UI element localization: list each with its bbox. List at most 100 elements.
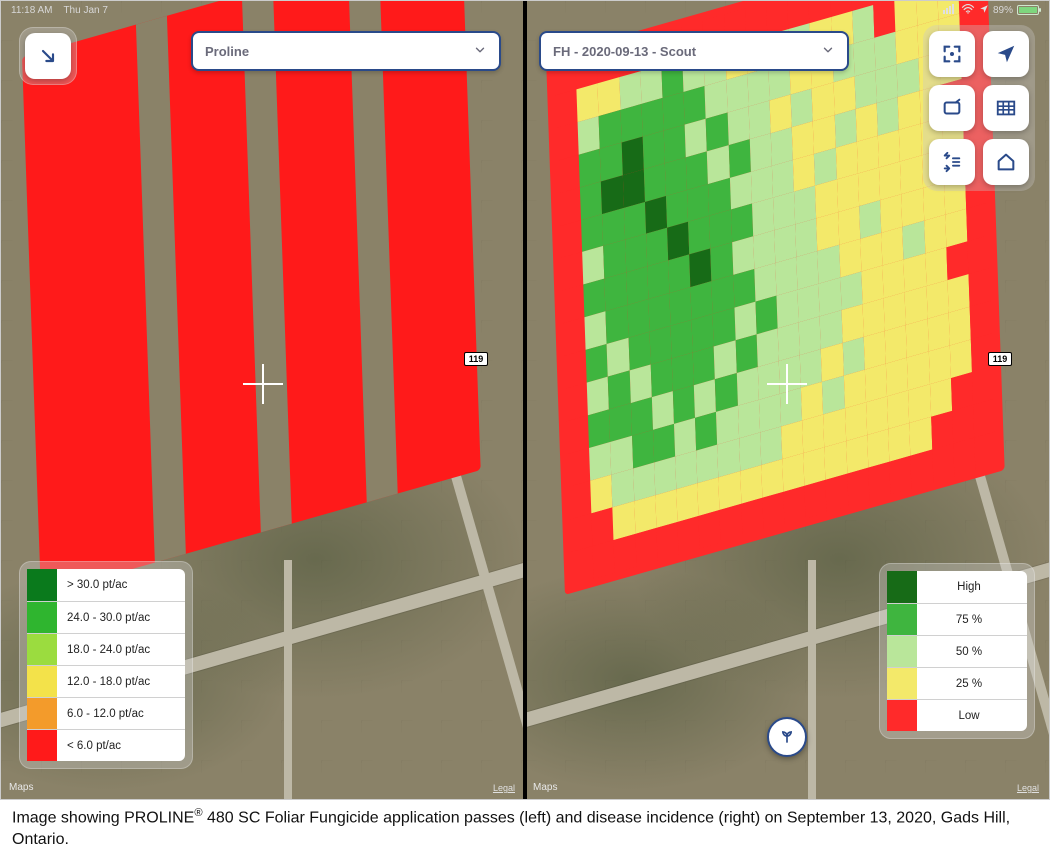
locate-button[interactable] <box>983 31 1029 77</box>
chevron-down-icon <box>473 43 487 60</box>
legal-link[interactable]: Legal <box>1017 783 1039 793</box>
heatmap-cell <box>635 528 657 567</box>
legend-swatch <box>27 698 57 729</box>
heatmap-cell <box>614 534 636 573</box>
road-cross <box>284 560 292 799</box>
legend-row: 50 % <box>887 635 1027 667</box>
table-button[interactable] <box>983 85 1029 131</box>
legend-row: High <box>887 571 1027 603</box>
heatmap-cell <box>720 503 742 542</box>
status-date: Thu Jan 7 <box>63 5 107 16</box>
legend-label: < 6.0 pt/ac <box>57 740 185 752</box>
legend-row: > 30.0 pt/ac <box>27 569 185 601</box>
location-icon <box>979 4 989 17</box>
caption-text: Image showing PROLINE® 480 SC Foliar Fun… <box>0 800 1050 865</box>
maps-credit: Maps <box>9 782 33 793</box>
legend-row: Low <box>887 699 1027 731</box>
legend-swatch <box>27 666 57 697</box>
legend-label: High <box>917 581 1027 593</box>
legend-row: 75 % <box>887 603 1027 635</box>
transfer-button[interactable] <box>929 139 975 185</box>
heatmap-cell <box>762 491 784 530</box>
heatmap-cell <box>571 546 593 585</box>
screenshot-button[interactable] <box>929 85 975 131</box>
heatmap-cell <box>932 443 954 482</box>
legend-label: 75 % <box>917 614 1027 626</box>
dropdown-right-label: FH - 2020-09-13 - Scout <box>553 44 696 59</box>
legend-left: > 30.0 pt/ac 24.0 - 30.0 pt/ac 18.0 - 24.0… <box>19 561 193 769</box>
legend-swatch <box>887 604 917 635</box>
heatmap-cell <box>783 485 805 524</box>
legend-row: 25 % <box>887 667 1027 699</box>
legend-row: 18.0 - 24.0 pt/ac <box>27 633 185 665</box>
location-arrow-icon <box>995 43 1017 65</box>
legend-swatch <box>887 571 917 603</box>
home-icon <box>995 151 1017 173</box>
table-icon <box>995 97 1017 119</box>
heatmap-cell <box>911 449 933 488</box>
signal-icon <box>943 4 957 17</box>
fullscreen-button[interactable] <box>929 31 975 77</box>
legend-row: 6.0 - 12.0 pt/ac <box>27 697 185 729</box>
sprout-icon <box>777 727 797 747</box>
pane-divider <box>523 1 527 799</box>
legend-swatch <box>27 730 57 761</box>
image-frame-icon <box>941 97 963 119</box>
layer-dropdown-left[interactable]: Proline <box>191 31 501 71</box>
heatmap-cell <box>889 455 911 494</box>
heatmap-cell <box>741 497 763 536</box>
legend-label: 18.0 - 24.0 pt/ac <box>57 644 185 656</box>
legend-label: > 30.0 pt/ac <box>57 579 185 591</box>
untreated-gap <box>347 1 399 529</box>
legend-label: Low <box>917 710 1027 722</box>
tool-grid <box>923 25 1035 191</box>
legal-link[interactable]: Legal <box>493 783 515 793</box>
home-button[interactable] <box>983 139 1029 185</box>
untreated-gap <box>135 1 187 589</box>
road-cross <box>808 560 816 799</box>
chevron-down-icon <box>821 43 835 60</box>
collapse-button[interactable] <box>25 33 71 79</box>
heatmap-cell <box>868 461 890 500</box>
legend-label: 12.0 - 18.0 pt/ac <box>57 676 185 688</box>
status-right: 89% <box>943 4 1039 17</box>
legend-swatch <box>887 700 917 731</box>
highway-badge: 119 <box>464 352 489 366</box>
legend-label: 6.0 - 12.0 pt/ac <box>57 708 185 720</box>
layer-dropdown-right[interactable]: FH - 2020-09-13 - Scout <box>539 31 849 71</box>
legend-right: High 75 % 50 % 25 % Low <box>879 563 1035 739</box>
heatmap-cell <box>974 431 996 470</box>
scout-fab[interactable] <box>767 717 807 757</box>
status-bar-right: 89% <box>525 1 1049 19</box>
heatmap-cell <box>593 540 615 579</box>
legend-swatch <box>27 602 57 633</box>
wifi-icon <box>961 4 975 17</box>
legend-row: < 6.0 pt/ac <box>27 729 185 761</box>
maps-credit: Maps <box>533 782 557 793</box>
legend-label: 50 % <box>917 646 1027 658</box>
status-left: 11:18 AM Thu Jan 7 <box>11 5 108 16</box>
legend-label: 24.0 - 30.0 pt/ac <box>57 612 185 624</box>
battery-icon <box>1017 5 1039 15</box>
fullscreen-icon <box>941 43 963 65</box>
legend-row: 24.0 - 30.0 pt/ac <box>27 601 185 633</box>
status-time: 11:18 AM <box>11 5 53 16</box>
legend-swatch <box>27 634 57 665</box>
heatmap-cell <box>953 437 975 476</box>
heatmap-cell <box>699 509 721 548</box>
swap-list-icon <box>941 151 963 173</box>
legend-row: 12.0 - 18.0 pt/ac <box>27 665 185 697</box>
arrow-down-right-icon <box>38 46 58 66</box>
battery-pct: 89% <box>993 5 1013 16</box>
heatmap-cell <box>656 521 678 560</box>
highway-badge: 119 <box>988 352 1013 366</box>
right-map-pane: 119 89% FH - 2020-09-13 - Scout <box>525 1 1049 799</box>
crosshair-icon <box>767 364 807 404</box>
heatmap-cell <box>677 515 699 554</box>
heatmap-cell <box>805 479 827 518</box>
left-map-pane: 119 11:18 AM Thu Jan 7 Proline <box>1 1 525 799</box>
heatmap-cell <box>826 473 848 512</box>
app-shell: 119 11:18 AM Thu Jan 7 Proline <box>0 0 1050 800</box>
legend-label: 25 % <box>917 678 1027 690</box>
status-bar: 11:18 AM Thu Jan 7 <box>1 1 525 19</box>
